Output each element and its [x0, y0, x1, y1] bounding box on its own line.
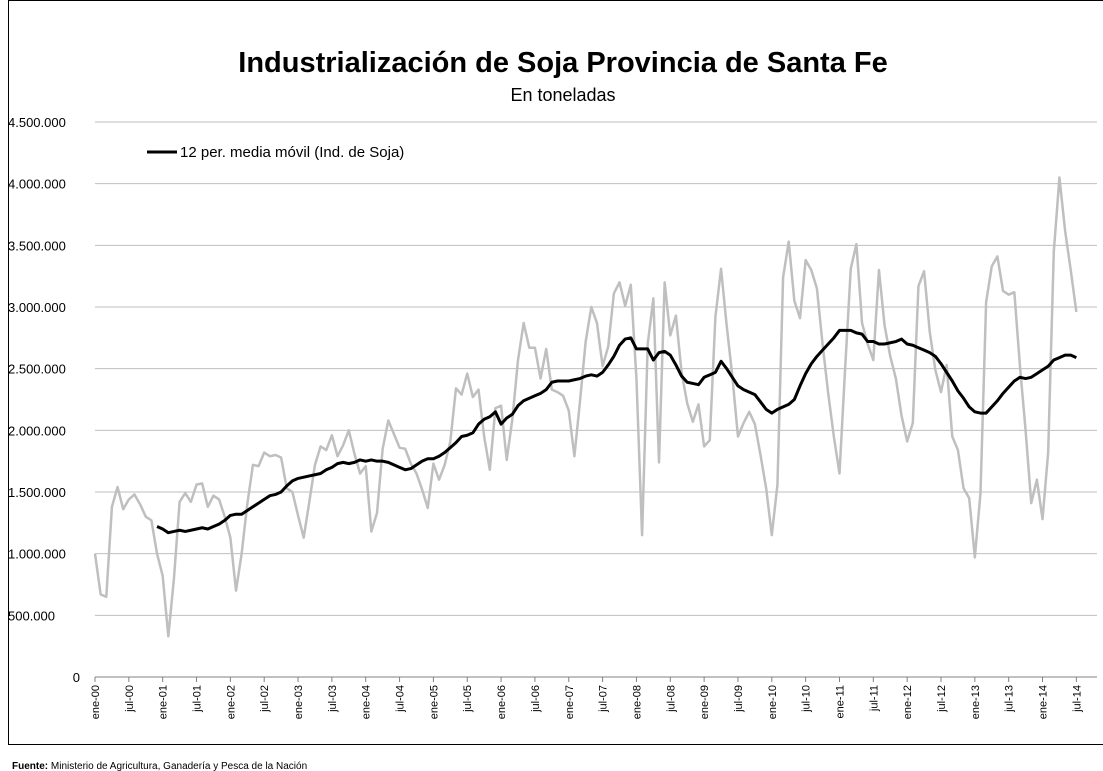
- y-tick-label: 3.000.000: [8, 300, 66, 315]
- y-tick-label: 4.500.000: [8, 115, 66, 130]
- grid: [95, 121, 1097, 678]
- x-tick-label: jul-00: [124, 685, 136, 713]
- y-tick-label: 1.000.000: [8, 547, 66, 562]
- x-tick-label: jul-05: [462, 685, 474, 713]
- x-tick-label: ene-03: [293, 685, 305, 719]
- x-tick-label: jul-07: [598, 685, 610, 713]
- legend-label: 12 per. media móvil (Ind. de Soja): [180, 144, 404, 161]
- y-tick-label: 2.000.000: [8, 423, 66, 438]
- x-tick-label: ene-13: [970, 685, 982, 719]
- x-tick-label: jul-08: [665, 685, 677, 713]
- x-tick-label: ene-05: [428, 685, 440, 719]
- x-tick-label: jul-12: [936, 685, 948, 713]
- chart-title: Industrialización de Soja Provincia de S…: [238, 47, 887, 79]
- y-tick-label: 2.500.000: [8, 362, 66, 377]
- source-text: Ministerio de Agricultura, Ganadería y P…: [51, 761, 307, 771]
- x-tick-label: ene-06: [496, 685, 508, 719]
- x-tick-label: ene-10: [767, 685, 779, 719]
- chart-subtitle: En toneladas: [510, 85, 615, 105]
- x-tick-label: ene-04: [361, 685, 373, 719]
- y-tick-label: 0: [73, 670, 80, 685]
- x-tick-label: ene-02: [225, 685, 237, 719]
- series-line: [156, 328, 1077, 535]
- x-tick-label: ene-08: [631, 685, 643, 719]
- x-tick-label: ene-07: [564, 685, 576, 719]
- x-tick-label: ene-09: [699, 685, 711, 719]
- y-tick-label: 3.500.000: [8, 238, 66, 253]
- x-tick-label: ene-01: [158, 685, 170, 719]
- x-tick-label: jul-03: [327, 685, 339, 713]
- source-label: Fuente:: [12, 761, 48, 771]
- y-tick-label: 1.500.000: [8, 485, 66, 500]
- x-tick-label: jul-04: [395, 685, 407, 713]
- y-tick-label: 4.000.000: [8, 177, 66, 192]
- y-tick-label: 500.000: [8, 608, 55, 623]
- x-tick-label: jul-14: [1071, 685, 1083, 713]
- x-tick-label: jul-13: [1004, 685, 1016, 713]
- x-tick-label: jul-02: [259, 685, 271, 713]
- chart-frame: [8, 0, 1103, 745]
- series-line: [93, 176, 1078, 638]
- x-tick-label: ene-11: [834, 685, 846, 718]
- x-tick-label: jul-09: [733, 685, 745, 713]
- x-tick-label: jul-11: [868, 685, 880, 712]
- x-tick-label: ene-14: [1038, 685, 1050, 719]
- x-tick-label: jul-10: [801, 685, 813, 713]
- x-tick-label: jul-06: [530, 685, 542, 713]
- x-tick-label: jul-01: [192, 685, 204, 713]
- source: Fuente: Ministerio de Agricultura, Ganad…: [12, 761, 307, 771]
- x-tick-label: ene-00: [90, 685, 102, 719]
- x-tick-label: ene-12: [902, 685, 914, 719]
